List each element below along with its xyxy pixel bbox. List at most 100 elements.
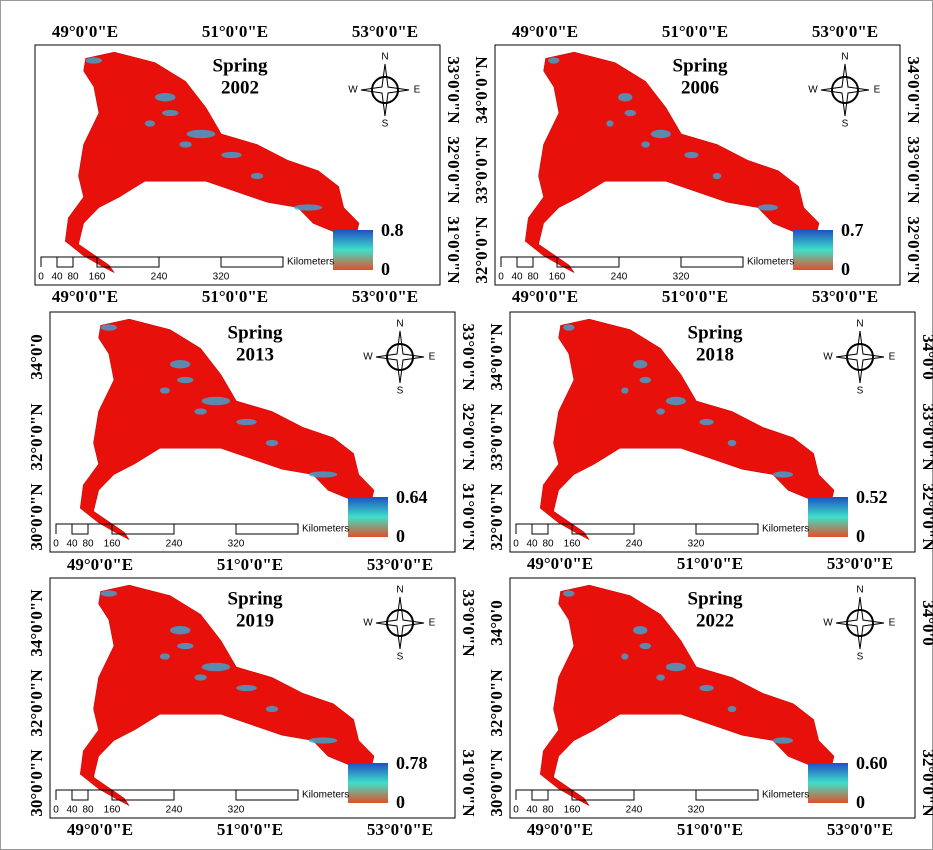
water-spot [618,93,633,102]
study-area [539,584,835,806]
water-spot [665,662,686,672]
lon-label: 51°0'0"E [202,287,268,306]
legend-ramp [808,497,848,537]
panel-title: Spring [228,322,283,343]
lon-label: 53°0'0"E [367,555,433,574]
water-spot [308,737,338,744]
scale-label: 40 [511,272,523,283]
lat-label: 32°0'0"N [472,216,491,284]
water-spot [773,471,793,478]
scale-bar [500,256,744,268]
legend-ramp [793,230,833,270]
legend-min: 0 [381,259,390,279]
scale-label: 320 [228,539,245,550]
lat-label: 30°0'0"N [27,483,46,551]
water-spot [621,387,629,394]
north-arrow: N S E W [823,319,895,397]
compass-letter: S [397,652,404,663]
panel-title: Spring [673,55,728,76]
study-area [64,51,360,273]
compass-ring [386,343,414,371]
compass-letter: S [382,119,389,130]
scale-label: 160 [104,805,121,816]
scale-unit: Kilometers [747,257,794,268]
water-spot [639,642,652,650]
scale-label: 160 [549,272,566,283]
water-spot [548,57,560,64]
legend-ramp [348,763,388,803]
compass-letter: W [808,85,818,96]
panel-year: 2006 [681,77,719,98]
water-spot [665,396,686,406]
scale-label: 320 [688,539,705,550]
water-spot [194,674,207,681]
water-spot [201,662,231,672]
scale-unit: Kilometers [302,524,349,535]
compass-ring [831,76,859,104]
lat-label: 32°0'0"N [487,483,506,551]
compass-ring [846,343,874,371]
lon-label: 53°0'0"E [827,820,893,839]
water-spot [308,471,338,478]
north-arrow: N S E W [823,585,895,663]
water-spot [265,705,279,713]
compass-letter: N [856,585,863,596]
water-spot [85,57,102,64]
compass-letter: S [397,386,404,397]
lat-label: 34°0'0 [27,334,46,380]
compass-letter: N [856,319,863,330]
scale-label: 80 [82,805,94,816]
water-spot [177,642,194,650]
compass-star [820,63,870,117]
legend-ramp [808,763,848,803]
study-area [539,318,835,540]
water-spot [758,204,778,211]
lon-label: 49°0'0"E [527,554,593,573]
lat-label: 32°0'0"N [459,403,478,471]
panel-year: 2019 [236,610,274,631]
scale-label: 0 [53,805,59,816]
legend-max: 0.78 [396,753,428,773]
scale-label: 80 [67,272,79,283]
legend-ramp [333,230,373,270]
lat-label: 31°0'0"N [459,749,478,817]
water-spot [162,109,179,117]
lon-label: 49°0'0"E [512,22,578,41]
water-spot [727,705,737,713]
compass-star [375,330,425,384]
scale-label: 0 [38,272,44,283]
scale-bar [55,523,299,535]
lon-label: 49°0'0"E [527,820,593,839]
scale-bar [55,789,299,801]
water-spot [624,109,637,117]
compass-letter: S [857,386,864,397]
compass-ring [386,609,414,637]
scale-label: 240 [166,539,183,550]
lon-label: 53°0'0"E [352,22,418,41]
lat-label: 32°0'0"N [919,483,933,551]
scale-label: 160 [564,805,581,816]
water-spot [727,439,737,447]
study-area [524,51,820,273]
scale-label: 240 [626,805,643,816]
lat-label: 32°0'0"N [904,216,923,284]
legend-min: 0 [856,526,865,546]
lon-label: 53°0'0"E [352,287,418,306]
water-spot [656,408,665,415]
scale-label: 80 [527,272,539,283]
scale-bar [515,789,759,801]
lon-label: 53°0'0"E [812,287,878,306]
lat-label: 33°0'0"N [459,589,478,657]
compass-letter: E [889,618,896,629]
region-shape [64,51,360,273]
lat-label: 34°0'0"N [487,323,506,391]
water-spot [641,141,650,148]
compass-letter: E [874,85,881,96]
region-shape [539,584,835,806]
scale-label: 240 [611,272,628,283]
scale-label: 80 [82,539,94,550]
north-arrow: N S E W [348,52,420,130]
